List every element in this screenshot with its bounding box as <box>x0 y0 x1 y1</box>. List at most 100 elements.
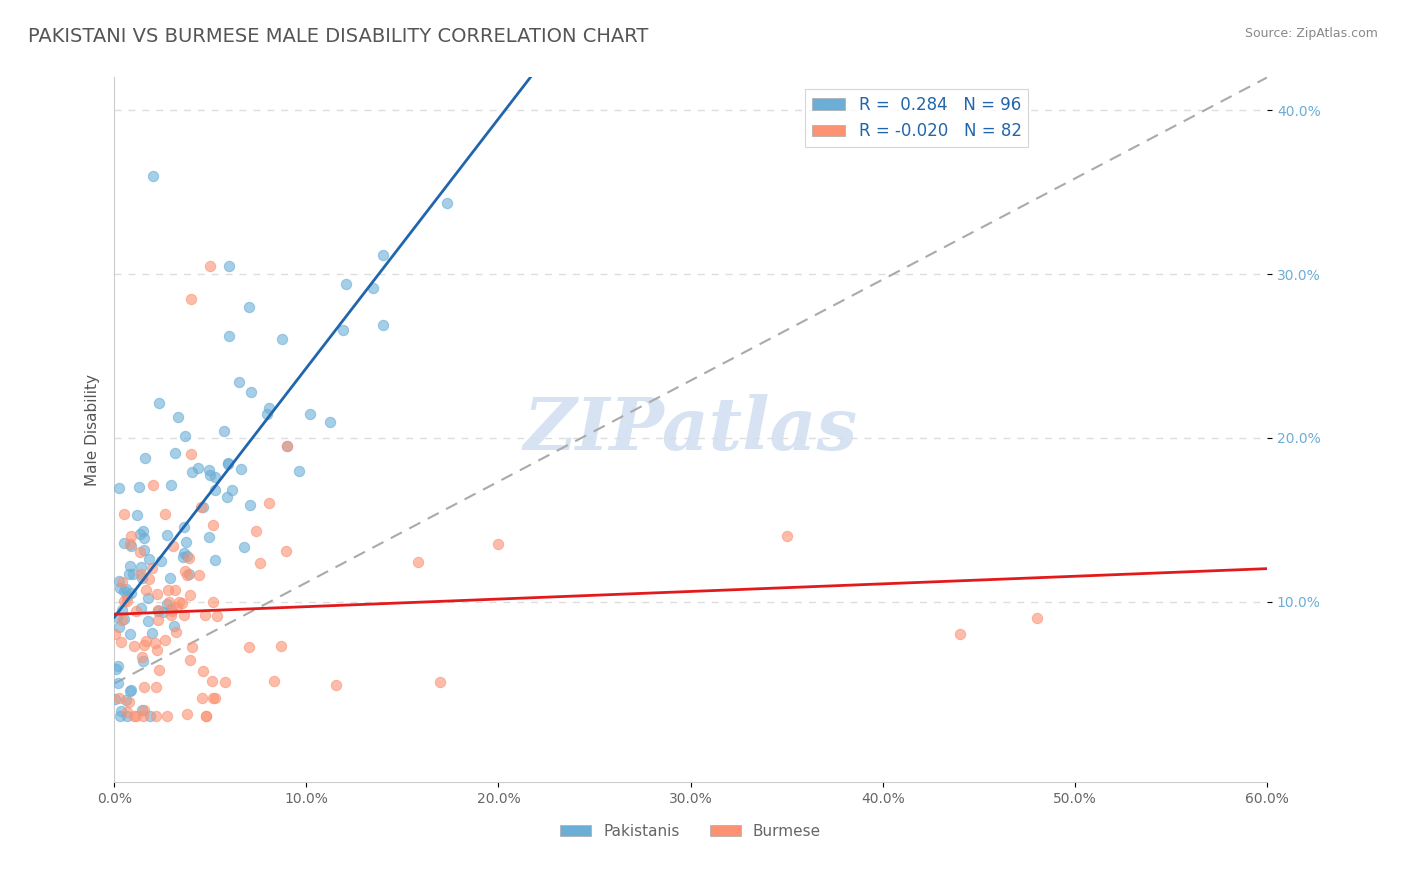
Point <box>142 477 165 491</box>
Point <box>180 292 202 306</box>
Point <box>145 636 167 650</box>
Point <box>112 611 135 625</box>
Point <box>238 300 260 314</box>
Point <box>141 561 163 575</box>
Point <box>146 613 169 627</box>
Point <box>165 624 187 639</box>
Point <box>174 534 197 549</box>
Point <box>110 704 132 718</box>
Point <box>205 609 228 624</box>
Point <box>132 709 155 723</box>
Point <box>122 639 145 653</box>
Point <box>257 401 280 415</box>
Point <box>104 662 127 676</box>
Point <box>180 640 202 654</box>
Point <box>112 507 135 521</box>
Point <box>131 703 153 717</box>
Point <box>146 603 169 617</box>
Point <box>257 496 280 510</box>
Point <box>120 539 142 553</box>
Point <box>132 703 155 717</box>
Point <box>201 594 224 608</box>
Point <box>139 709 162 723</box>
Point <box>166 410 188 425</box>
Point <box>118 627 141 641</box>
Point <box>108 581 131 595</box>
Point <box>187 460 209 475</box>
Text: ZIPatlas: ZIPatlas <box>523 394 858 466</box>
Point <box>949 627 972 641</box>
Point <box>204 470 226 484</box>
Point <box>163 583 186 598</box>
Point <box>131 650 153 665</box>
Point <box>112 593 135 607</box>
Point <box>141 625 163 640</box>
Point <box>146 605 169 619</box>
Point <box>256 407 278 421</box>
Point <box>201 518 224 533</box>
Point <box>104 627 127 641</box>
Point <box>120 529 142 543</box>
Point <box>776 529 799 543</box>
Point <box>217 458 239 472</box>
Point <box>146 587 169 601</box>
Point <box>201 674 224 689</box>
Point <box>155 597 177 611</box>
Point <box>138 551 160 566</box>
Point <box>111 575 134 590</box>
Point <box>108 481 131 495</box>
Point <box>191 690 214 705</box>
Point <box>406 555 429 569</box>
Text: Source: ZipAtlas.com: Source: ZipAtlas.com <box>1244 27 1378 40</box>
Point <box>127 508 149 523</box>
Point <box>179 551 201 566</box>
Point <box>181 465 204 479</box>
Point <box>134 639 156 653</box>
Point <box>152 606 174 620</box>
Point <box>110 613 132 627</box>
Point <box>136 615 159 629</box>
Point <box>217 490 239 504</box>
Point <box>159 602 181 616</box>
Point <box>118 537 141 551</box>
Point <box>115 709 138 723</box>
Point <box>124 604 146 618</box>
Point <box>120 683 142 698</box>
Point <box>129 566 152 581</box>
Point <box>118 684 141 698</box>
Point <box>228 375 250 389</box>
Point <box>108 709 131 723</box>
Point <box>134 543 156 558</box>
Point <box>361 280 384 294</box>
Point <box>129 600 152 615</box>
Point <box>429 675 451 690</box>
Point <box>108 690 131 705</box>
Point <box>111 603 134 617</box>
Point <box>231 462 253 476</box>
Point <box>194 709 217 723</box>
Point <box>162 539 184 553</box>
Point <box>128 527 150 541</box>
Point <box>112 536 135 550</box>
Point <box>169 595 191 609</box>
Point <box>159 572 181 586</box>
Point <box>190 500 212 514</box>
Point <box>112 584 135 599</box>
Point <box>319 415 342 429</box>
Point <box>134 532 156 546</box>
Point <box>118 695 141 709</box>
Point <box>121 567 143 582</box>
Point <box>156 582 179 597</box>
Point <box>212 424 235 438</box>
Point <box>188 568 211 582</box>
Point <box>263 674 285 689</box>
Point <box>135 634 157 648</box>
Point <box>146 642 169 657</box>
Point <box>114 693 136 707</box>
Point <box>180 447 202 461</box>
Point <box>173 607 195 622</box>
Point <box>204 483 226 497</box>
Point <box>176 568 198 582</box>
Point <box>105 610 128 624</box>
Point <box>179 588 201 602</box>
